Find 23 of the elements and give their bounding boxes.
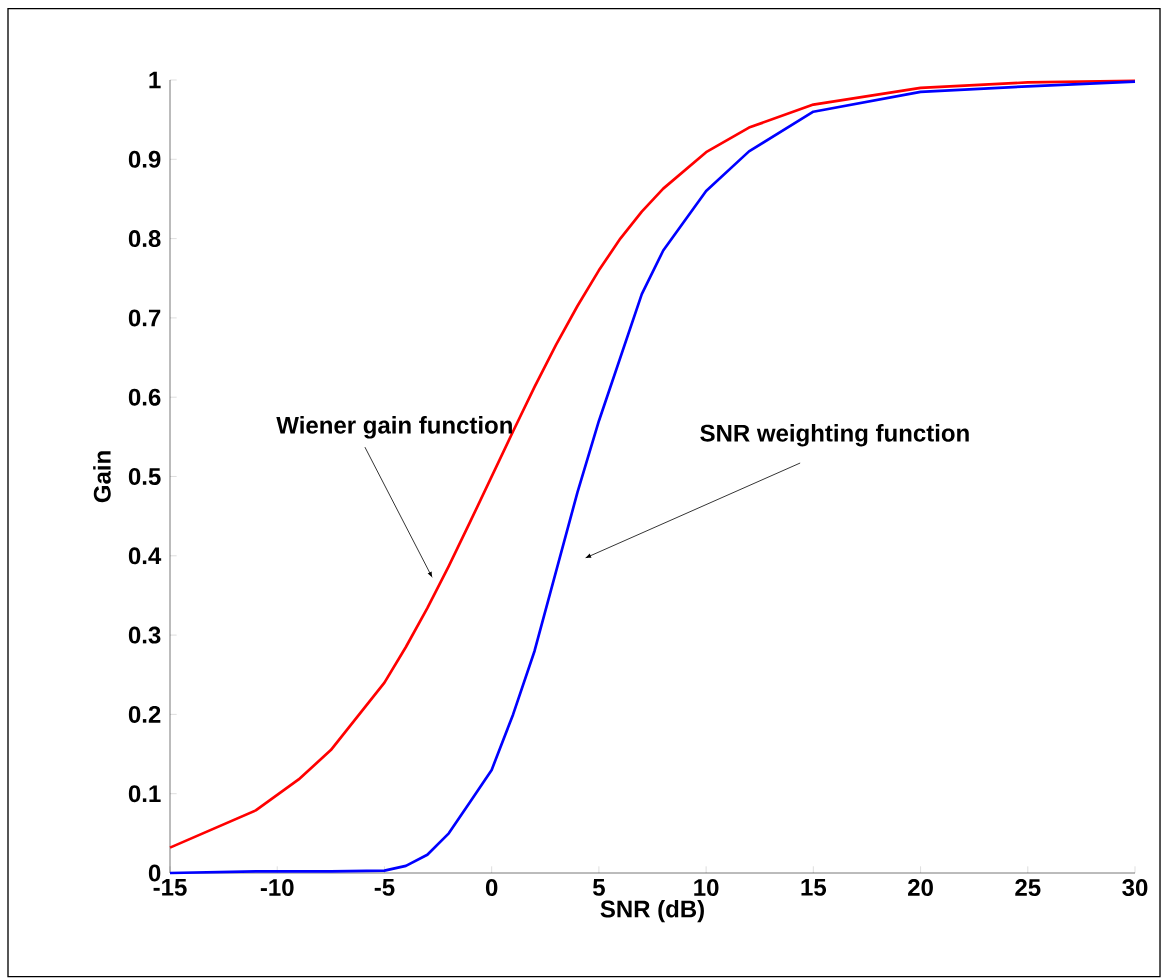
- y-tick-label: 0.9: [128, 150, 161, 168]
- y-tick-label: 0.7: [128, 309, 161, 327]
- x-tick-label: 15: [801, 879, 827, 896]
- x-tick-label: 5: [592, 879, 605, 896]
- x-tick-label: -10: [260, 879, 294, 897]
- x-tick-label: 0: [485, 879, 498, 897]
- annotation: SNR weighting function: [700, 424, 969, 447]
- x-tick-label: 10: [694, 879, 719, 897]
- y-tick-label: 0.3: [128, 626, 161, 644]
- x-tick-label: 30: [1122, 879, 1148, 897]
- y-tick-label: 0.8: [128, 230, 161, 248]
- x-tick-label: 25: [1015, 879, 1041, 897]
- y-tick-label: 0.4: [128, 547, 162, 565]
- annotation: Wiener gain function: [276, 416, 512, 439]
- y-tick-label: 0.6: [128, 388, 161, 406]
- y-tick-label: 0.5: [128, 467, 161, 485]
- x-axis-title: SNR (dB): [600, 899, 704, 923]
- x-tick-label: -5: [374, 879, 395, 896]
- y-tick-label: 1: [149, 71, 161, 89]
- x-tick-label: 20: [908, 879, 933, 897]
- y-tick-label: 0.2: [128, 705, 161, 723]
- y-axis-title: Gain: [93, 451, 111, 503]
- y-tick-label: 0.1: [128, 785, 161, 803]
